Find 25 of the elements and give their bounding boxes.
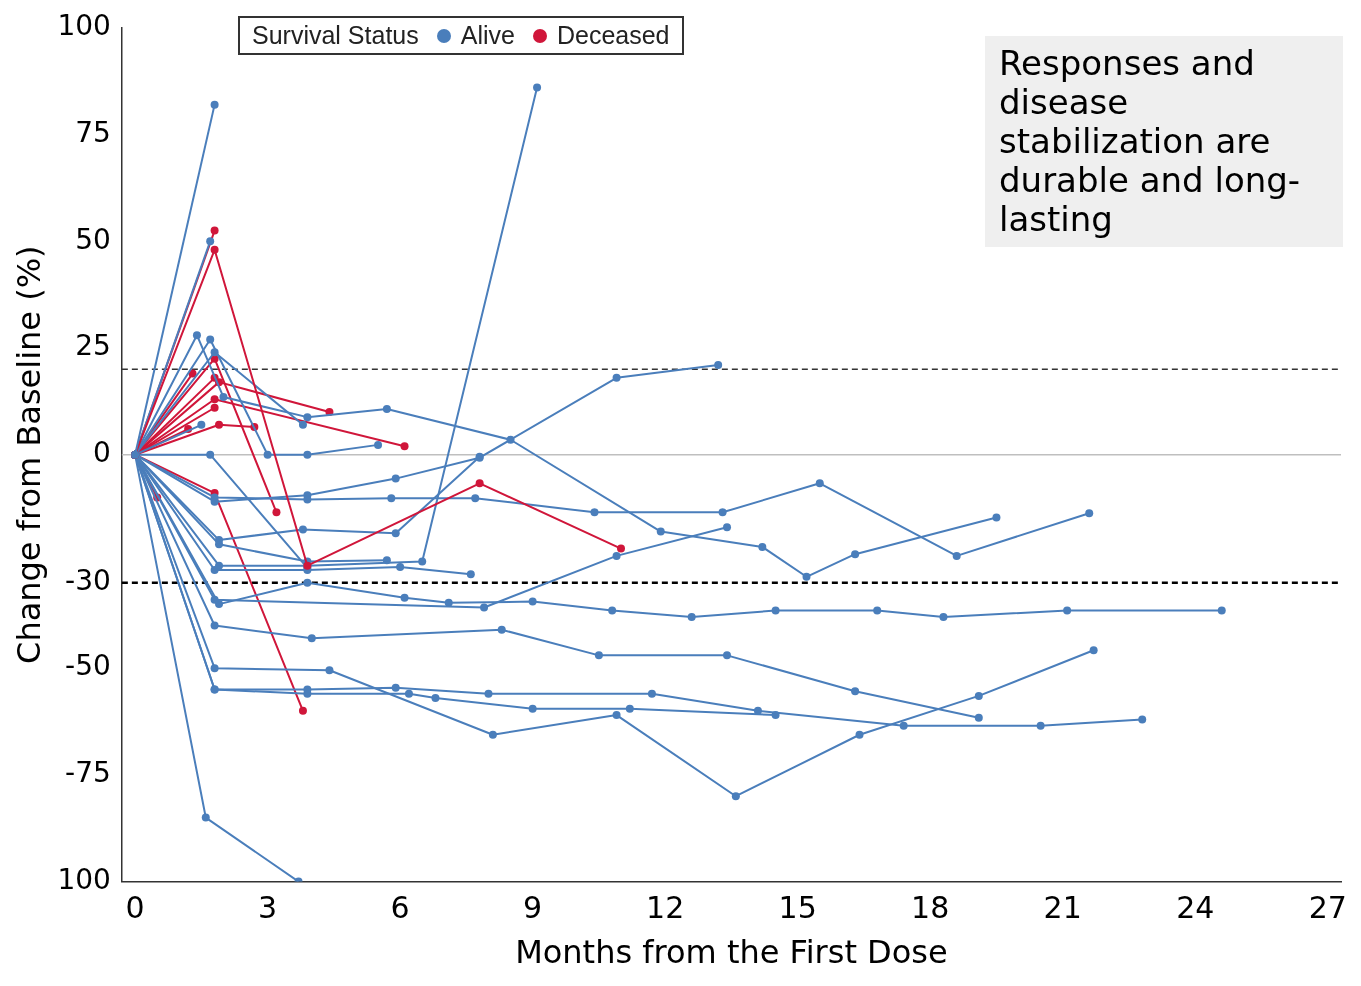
x-tick-label: 18 — [911, 890, 950, 926]
y-tick-label: 100 — [57, 9, 111, 43]
y-tick-label: -30 — [65, 564, 111, 598]
legend-label: Alive — [460, 21, 515, 50]
legend-title: Survival Status — [252, 21, 419, 50]
y-tick-label: -75 — [65, 756, 111, 790]
x-tick-label: 15 — [778, 890, 817, 926]
y-tick-label: 50 — [75, 222, 111, 256]
x-axis-title: Months from the First Dose — [515, 933, 948, 972]
annotation: Responses and disease stabilization are durable and long-lasting — [985, 36, 1343, 248]
x-tick-label: 21 — [1043, 890, 1082, 926]
legend-label: Deceased — [556, 21, 670, 50]
y-tick-label: 25 — [75, 329, 111, 363]
x-tick-label: 12 — [646, 890, 685, 926]
x-tick-label: 3 — [258, 890, 278, 926]
x-tick-label: 9 — [523, 890, 543, 926]
x-tick-label: 0 — [125, 890, 145, 926]
y-tick-label: 75 — [75, 115, 111, 149]
y-tick-label: -50 — [65, 649, 111, 683]
x-tick-label: 6 — [390, 890, 410, 926]
y-tick-label: 0 — [93, 435, 111, 469]
y-axis-title: Change from Baseline (%) — [9, 245, 48, 664]
x-tick-label: 27 — [1308, 890, 1347, 926]
y-tick-label: 100 — [57, 862, 111, 896]
x-tick-label: 24 — [1176, 890, 1215, 926]
